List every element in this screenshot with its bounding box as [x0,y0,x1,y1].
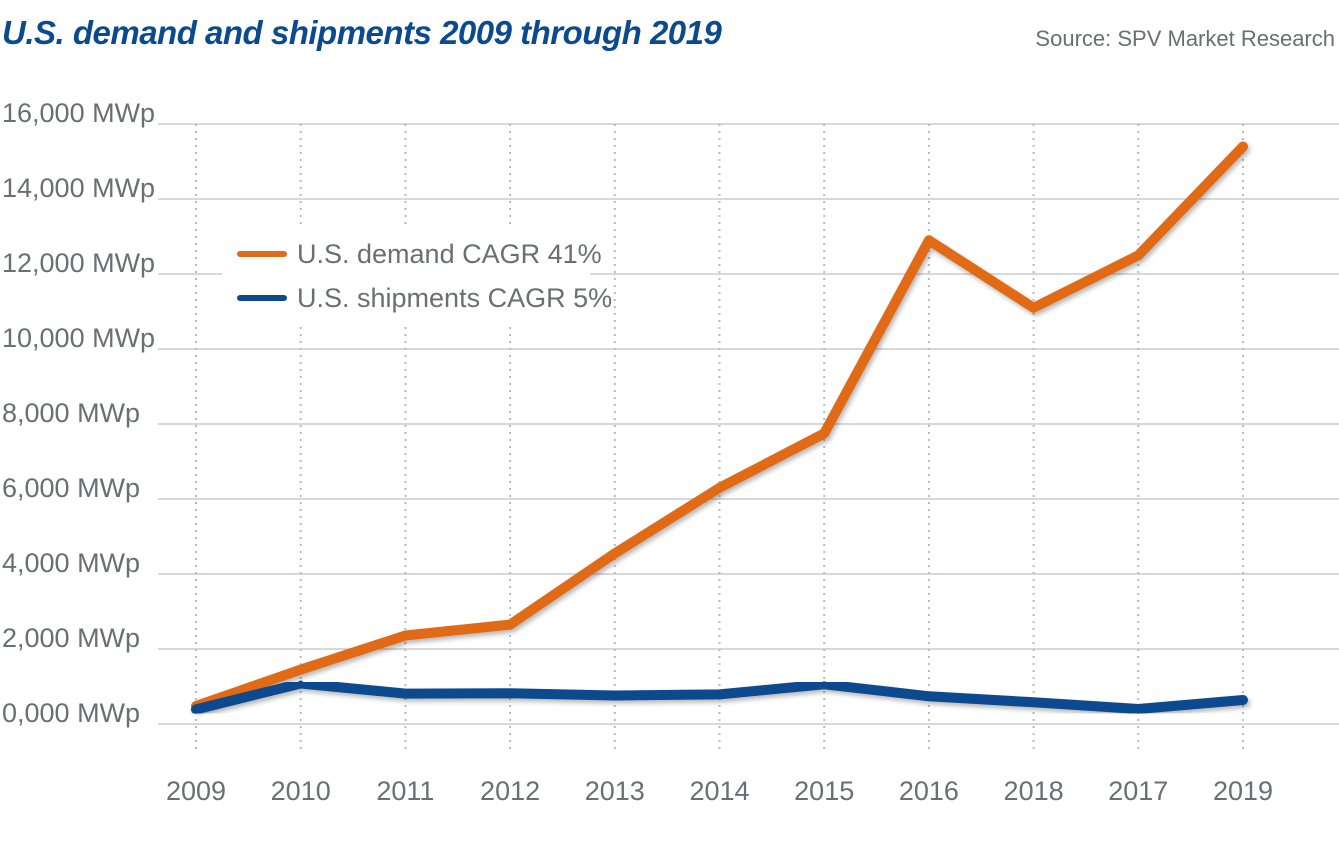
x-tick-label: 2016 [899,776,959,806]
data-point [821,681,828,688]
legend-label: U.S. shipments CAGR 5% [297,283,612,313]
y-tick-label: 12,000 MWp [2,248,155,278]
legend-background [222,226,590,322]
data-point [611,692,618,699]
x-axis-ticks: 2009 2010 2011 2012 2013 2014 2015 2016 2018 2017… [166,776,1273,806]
data-point [716,484,723,491]
y-tick-label: 4,000 MWp [2,548,140,578]
y-tick-label: 0,000 MWp [2,698,140,728]
data-point [716,691,723,698]
series-lines [191,141,1248,715]
legend: U.S. demand CAGR 41% U.S. shipments CAGR … [222,226,612,322]
y-tick-label: 14,000 MWp [2,173,155,203]
y-tick-label: 16,000 MWp [2,98,155,128]
x-tick-label: 2014 [689,776,749,806]
x-tick-label: 2015 [794,776,854,806]
y-tick-label: 10,000 MWp [2,323,155,353]
data-point [1240,143,1246,150]
data-point [1135,706,1142,712]
data-point [297,680,304,687]
data-point [925,693,932,700]
x-tick-label: 2010 [271,776,331,806]
data-point [402,690,409,697]
x-tick-label: 2019 [1213,776,1273,806]
y-axis-ticks: 0,000 MWp 2,000 MWp 4,000 MWp 6,000 MWp 8,00… [2,98,155,728]
source-note: Source: SPV Market Research [1035,26,1335,51]
data-point [402,632,409,639]
x-tick-label: 2012 [480,776,540,806]
data-point [507,621,514,628]
data-point [925,237,932,244]
data-point [821,430,828,437]
x-tick-label: 2011 [376,776,434,806]
data-point [297,666,304,673]
x-tick-label: 2009 [166,776,226,806]
y-tick-label: 2,000 MWp [2,623,140,653]
data-point [1240,697,1246,703]
legend-label: U.S. demand CAGR 41% [297,239,602,269]
data-point [1030,699,1037,706]
chart-title: U.S. demand and shipments 2009 through 2… [2,14,722,51]
x-tick-label: 2017 [1108,776,1168,806]
data-point [507,690,514,697]
horizontal-gridlines [158,123,1339,725]
data-point [1030,304,1037,311]
data-point [611,550,618,557]
data-point [1135,252,1142,259]
y-tick-label: 6,000 MWp [2,473,140,503]
data-point [193,706,199,713]
x-tick-label: 2013 [585,776,645,806]
x-tick-label: 2018 [1004,776,1064,806]
y-tick-label: 8,000 MWp [2,398,140,428]
